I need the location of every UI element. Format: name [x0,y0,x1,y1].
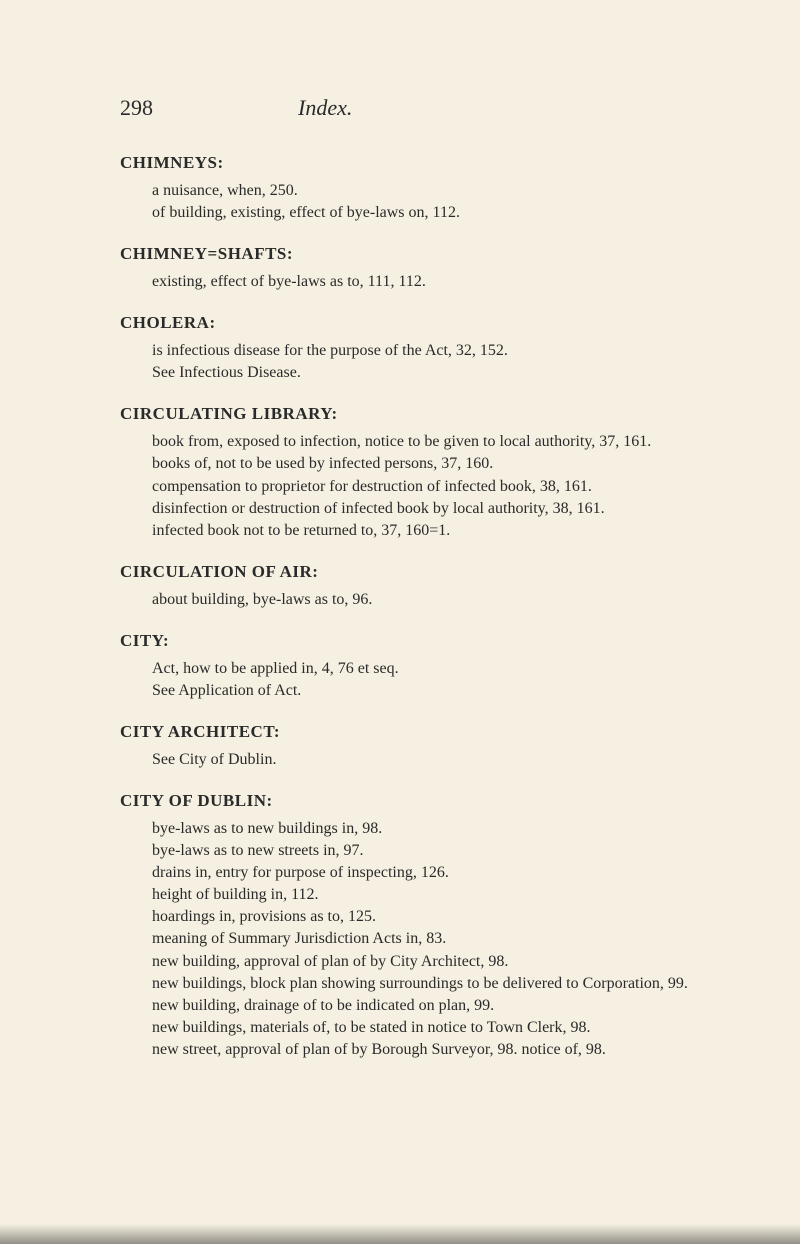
page-number: 298 [120,95,153,121]
entry-line: infected book not to be returned to, 37,… [152,520,700,542]
entry-line: See City of Dublin. [152,749,700,771]
entry-line: book from, exposed to infection, notice … [152,431,700,453]
entry-line: of building, existing, effect of bye-law… [152,202,700,224]
entry-heading: CHIMNEYS: [120,153,700,173]
entry-line: new buildings, block plan showing surrou… [152,973,700,995]
entry-lines: existing, effect of bye-laws as to, 111,… [120,271,700,293]
entry-line: is infectious disease for the purpose of… [152,340,700,362]
entry-lines: a nuisance, when, 250.of building, exist… [120,180,700,224]
entry-line: height of building in, 112. [152,884,700,906]
entry-line: Act, how to be applied in, 4, 76 et seq. [152,658,700,680]
index-entry: CITY ARCHITECT: See City of Dublin. [120,722,700,771]
entry-heading: CITY ARCHITECT: [120,722,700,742]
entry-line: a nuisance, when, 250. [152,180,700,202]
index-entry: CIRCULATION OF AIR: about building, bye-l… [120,562,700,611]
index-entry: CITY: Act, how to be applied in, 4, 76 et… [120,631,700,702]
entry-lines: Act, how to be applied in, 4, 76 et seq.… [120,658,700,702]
entry-line: new building, drainage of to be indicate… [152,995,700,1017]
entry-line: new buildings, materials of, to be state… [152,1017,700,1039]
entry-line: See Infectious Disease. [152,362,700,384]
index-entry: CITY OF DUBLIN: bye-laws as to new buildi… [120,791,700,1061]
entry-line: hoardings in, provisions as to, 125. [152,906,700,928]
entry-lines: bye-laws as to new buildings in, 98.bye-… [120,818,700,1061]
entry-line: existing, effect of bye-laws as to, 111,… [152,271,700,293]
entry-line: See Application of Act. [152,680,700,702]
index-entry: CIRCULATING LIBRARY: book from, exposed t… [120,404,700,541]
entry-heading: CHOLERA: [120,313,700,333]
entry-line: bye-laws as to new buildings in, 98. [152,818,700,840]
entry-line: new building, approval of plan of by Cit… [152,951,700,973]
entry-heading: CITY: [120,631,700,651]
entry-line: new street, approval of plan of by Borou… [152,1039,700,1061]
entry-line: compensation to proprietor for destructi… [152,476,700,498]
page-header: 298 Index. [120,95,700,121]
page-title: Index. [298,95,352,121]
entry-line: bye-laws as to new streets in, 97. [152,840,700,862]
entry-heading: CIRCULATION OF AIR: [120,562,700,582]
index-entry: CHIMNEY=SHAFTS: existing, effect of bye-l… [120,244,700,293]
entry-line: books of, not to be used by infected per… [152,453,700,475]
entry-line: meaning of Summary Jurisdiction Acts in,… [152,928,700,950]
index-entries: CHIMNEYS: a nuisance, when, 250.of buildi… [120,153,700,1061]
index-entry: CHIMNEYS: a nuisance, when, 250.of buildi… [120,153,700,224]
entry-lines: See City of Dublin. [120,749,700,771]
entry-lines: about building, bye-laws as to, 96. [120,589,700,611]
entry-line: about building, bye-laws as to, 96. [152,589,700,611]
entry-line: drains in, entry for purpose of inspecti… [152,862,700,884]
entry-heading: CIRCULATING LIBRARY: [120,404,700,424]
entry-line: disinfection or destruction of infected … [152,498,700,520]
entry-lines: is infectious disease for the purpose of… [120,340,700,384]
entry-lines: book from, exposed to infection, notice … [120,431,700,541]
entry-heading: CHIMNEY=SHAFTS: [120,244,700,264]
page-bottom-shadow [0,1224,800,1244]
index-entry: CHOLERA: is infectious disease for the pu… [120,313,700,384]
entry-heading: CITY OF DUBLIN: [120,791,700,811]
